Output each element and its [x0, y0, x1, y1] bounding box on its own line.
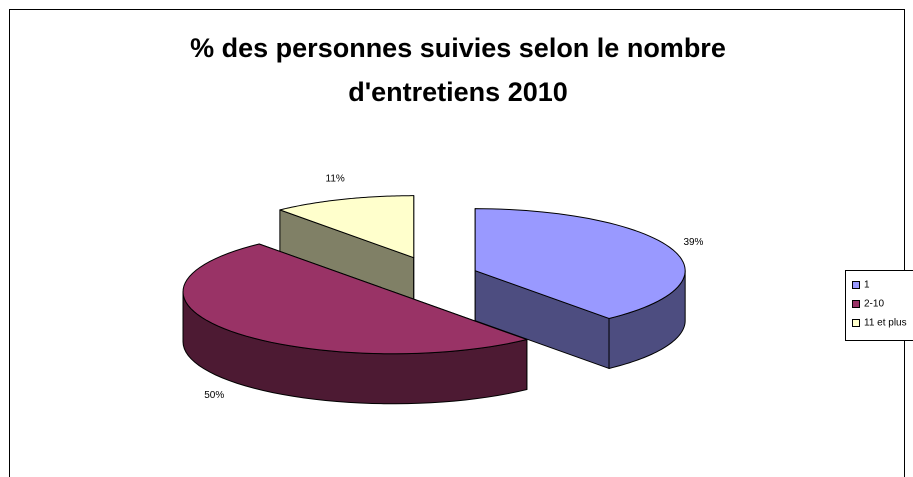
- pie: 11% 39% 50%: [182, 173, 704, 405]
- legend-label: 11 et plus: [864, 318, 907, 329]
- legend-label: 1: [864, 280, 870, 291]
- slice-top: [279, 195, 415, 259]
- legend-label: 2-10: [864, 299, 884, 310]
- slice-top: [474, 208, 686, 319]
- pie-slice: [182, 243, 528, 405]
- pie-slice: [474, 208, 686, 369]
- legend: 1 2-10 11 et plus: [852, 280, 907, 329]
- legend-swatch: [852, 300, 860, 308]
- data-label: 11%: [326, 173, 345, 184]
- data-label: 50%: [204, 390, 224, 401]
- data-label: 39%: [683, 237, 703, 248]
- slice-top: [182, 243, 528, 355]
- legend-swatch: [852, 319, 860, 327]
- chart-title: d'entretiens 2010: [348, 77, 568, 107]
- chart-title: % des personnes suivies selon le nombre: [190, 33, 726, 63]
- legend-swatch: [852, 281, 860, 289]
